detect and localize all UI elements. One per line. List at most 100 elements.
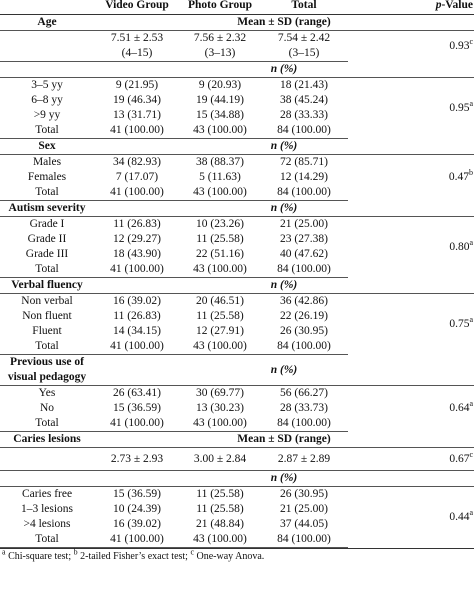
p-note: a xyxy=(469,314,473,324)
p-number: 0.75 xyxy=(449,317,470,330)
table-row: >9 yy 13 (31.71) 15 (34.88) 28 (33.33) xyxy=(0,108,474,123)
stat-header: n (%) xyxy=(94,354,474,386)
value-cell: 7 (17.07) xyxy=(115,171,159,183)
value-cell: 41 (100.00) xyxy=(94,416,180,432)
value-cell: 12 (29.27) xyxy=(113,233,161,245)
value-cell: 2.73 ± 2.93 xyxy=(94,447,180,471)
table-row: >4 lesions 16 (39.02) 21 (48.84) 37 (44.05) xyxy=(0,517,474,532)
value-cell: 9 (21.95) xyxy=(115,79,159,91)
stat-header: n (%) xyxy=(94,61,474,78)
row-label: 6–8 yy xyxy=(31,94,63,106)
value-cell: 15 (34.88) xyxy=(196,109,244,121)
p-value: 0.95a xyxy=(348,78,474,139)
table-row: Previous use of visual pedagogy n (%) xyxy=(0,354,474,386)
table-row: Verbal fluency n (%) xyxy=(0,277,474,294)
value-cell: 43 (100.00) xyxy=(180,262,260,278)
table-body: Video Group Photo Group Total p-Value Age Mea… xyxy=(0,0,474,548)
p-note: b xyxy=(469,168,473,178)
value-cell: 41 (100.00) xyxy=(94,532,180,548)
p-note: c xyxy=(469,36,473,46)
p-number: 0.95 xyxy=(449,101,470,114)
p-value: 0.80a xyxy=(348,217,474,278)
value-cell: 84 (100.00) xyxy=(260,532,348,548)
table-row: 2.73 ± 2.93 3.00 ± 2.84 2.87 ± 2.89 0.67c xyxy=(0,447,474,471)
value-cell: 18 (21.43) xyxy=(280,79,328,91)
row-label: >9 yy xyxy=(33,109,61,121)
value-cell: 13 (31.71) xyxy=(113,109,161,121)
p-number: 0.64 xyxy=(449,402,470,415)
value-cell: 43 (100.00) xyxy=(180,416,260,432)
value-cell: 23 (27.38) xyxy=(280,233,328,245)
p-number: 0.67 xyxy=(449,452,470,465)
blank-cell xyxy=(0,46,94,62)
p-number: 0.80 xyxy=(449,240,470,253)
value-cell: 11 (26.83) xyxy=(113,218,161,230)
table-row: Video Group Photo Group Total p-Value xyxy=(0,0,474,15)
table-row: Females 7 (17.07) 5 (11.63) 12 (14.29) xyxy=(0,170,474,185)
stat-header: n (%) xyxy=(94,277,474,294)
value-cell: 11 (26.83) xyxy=(113,310,161,322)
row-label: Caries free xyxy=(21,488,73,500)
value-cell: 14 (34.15) xyxy=(113,325,161,337)
blank-cell xyxy=(0,470,94,487)
row-label: 1–3 lesions xyxy=(20,503,74,515)
table-row: No 15 (36.59) 13 (30.23) 28 (33.73) xyxy=(0,401,474,416)
table-row: 6–8 yy 19 (46.34) 19 (44.19) 38 (45.24) xyxy=(0,93,474,108)
value-cell: 19 (44.19) xyxy=(196,94,244,106)
value-cell: 18 (43.90) xyxy=(113,248,161,260)
table-row: 3–5 yy 9 (21.95) 9 (20.93) 18 (21.43) 0.95a xyxy=(0,78,474,114)
row-label: Total xyxy=(0,262,94,278)
footnote-text: Chi-square test; xyxy=(5,551,74,562)
row-label: 3–5 yy xyxy=(31,79,63,91)
row-label: Males xyxy=(32,156,62,168)
value-cell: 43 (100.00) xyxy=(180,185,260,201)
value-cell: (4–15) xyxy=(94,46,180,62)
row-label: No xyxy=(39,402,55,414)
table-row: 1–3 lesions 10 (24.39) 11 (25.58) 21 (25.00… xyxy=(0,502,474,517)
value-cell: 43 (100.00) xyxy=(180,532,260,548)
table-row: Grade III 18 (43.90) 22 (51.16) 40 (47.62) xyxy=(0,247,474,262)
blank-cell xyxy=(0,447,94,471)
value-cell: 3.00 ± 2.84 xyxy=(180,447,260,471)
table-row: Grade I 11 (26.83) 10 (23.26) 21 (25.00) 0.8… xyxy=(0,217,474,253)
row-label: Total xyxy=(0,185,94,201)
value-cell: 41 (100.00) xyxy=(94,123,180,139)
value-cell: 26 (63.41) xyxy=(113,387,161,399)
value-cell: 19 (46.34) xyxy=(113,94,161,106)
value-cell: 20 (46.51) xyxy=(196,295,244,307)
table-row: Fluent 14 (34.15) 12 (27.91) 26 (30.95) xyxy=(0,324,474,339)
footnote-mark: a xyxy=(2,547,6,557)
row-label: Grade II xyxy=(27,233,67,245)
value-cell: 38 (45.24) xyxy=(280,94,328,106)
p-note: a xyxy=(469,399,473,409)
table-row: Grade II 12 (29.27) 11 (25.58) 23 (27.38) xyxy=(0,232,474,247)
value-cell: (3–15) xyxy=(260,46,348,62)
value-cell: 11 (25.58) xyxy=(196,503,244,515)
value-cell: 41 (100.00) xyxy=(94,339,180,355)
value-cell: 15 (36.59) xyxy=(113,488,161,500)
value-cell: 9 (20.93) xyxy=(198,79,242,91)
footnote-text: 2-tailed Fisher’s exact test; xyxy=(77,551,191,562)
value-cell: 11 (25.58) xyxy=(196,233,244,245)
value-cell: 56 (66.27) xyxy=(280,387,328,399)
footnote-text: One-way Anova. xyxy=(194,551,265,562)
table-row: Yes 26 (63.41) 30 (69.77) 56 (66.27) 0.64a xyxy=(0,386,474,414)
table-row: 7.51 ± 2.53 7.56 ± 2.32 7.54 ± 2.42 0.93c xyxy=(0,31,474,52)
row-label: Fluent xyxy=(32,325,62,337)
value-cell: 7.51 ± 2.53 xyxy=(110,32,164,44)
table-row: Caries free 15 (36.59) 11 (25.58) 26 (30.95… xyxy=(0,487,474,523)
p-value: 0.64a xyxy=(348,386,474,432)
table-row: (4–15) (3–13) (3–15) xyxy=(0,46,474,62)
p-number: 0.93 xyxy=(449,39,470,52)
blank-cell xyxy=(0,61,94,78)
footnote-mark: b xyxy=(73,547,78,557)
value-cell: 16 (39.02) xyxy=(113,518,161,530)
value-cell: 43 (100.00) xyxy=(180,123,260,139)
value-cell: 40 (47.62) xyxy=(280,248,328,260)
column-header: p-Value xyxy=(348,0,474,15)
value-cell: 28 (33.33) xyxy=(280,109,328,121)
value-cell: 11 (25.58) xyxy=(196,488,244,500)
value-cell: 7.54 ± 2.42 xyxy=(277,32,331,44)
table-row: Total 41 (100.00) 43 (100.00) 84 (100.00) xyxy=(0,123,474,139)
p-note: c xyxy=(469,449,473,459)
